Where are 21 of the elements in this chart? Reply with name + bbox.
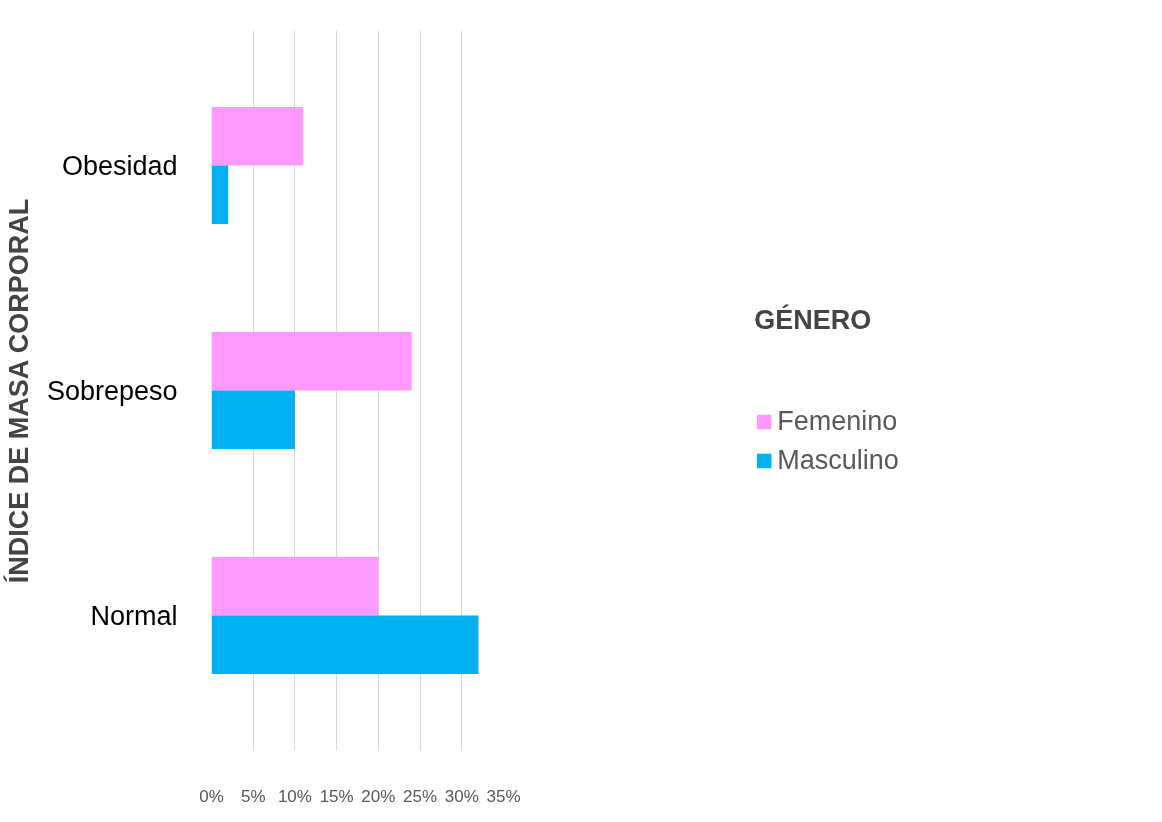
x-tick-label: 15% [319,786,354,806]
x-tick-label: 10% [277,786,312,806]
y-tick-label: Sobrepeso [46,375,178,406]
y-tick-label: Obesidad [61,150,178,181]
bar [211,165,229,224]
y-tick-label: Normal [90,600,178,631]
bar [211,107,304,166]
legend-label: Masculino [777,444,899,476]
x-tick-label: 30% [444,786,479,806]
x-tick-label: 20% [361,786,396,806]
bar [211,615,479,674]
x-tick-label: 25% [403,786,438,806]
x-tick-label: 0% [199,786,224,806]
y-axis-title: ÍNDICE DE MASA CORPORAL [2,198,34,584]
x-tick-label: 35% [486,786,521,806]
bar [211,390,295,449]
legend-label: Femenino [777,405,898,437]
bar [211,332,412,391]
legend-title: GÉNERO [754,304,873,336]
x-tick-label: 5% [240,786,266,806]
bar [211,557,379,616]
